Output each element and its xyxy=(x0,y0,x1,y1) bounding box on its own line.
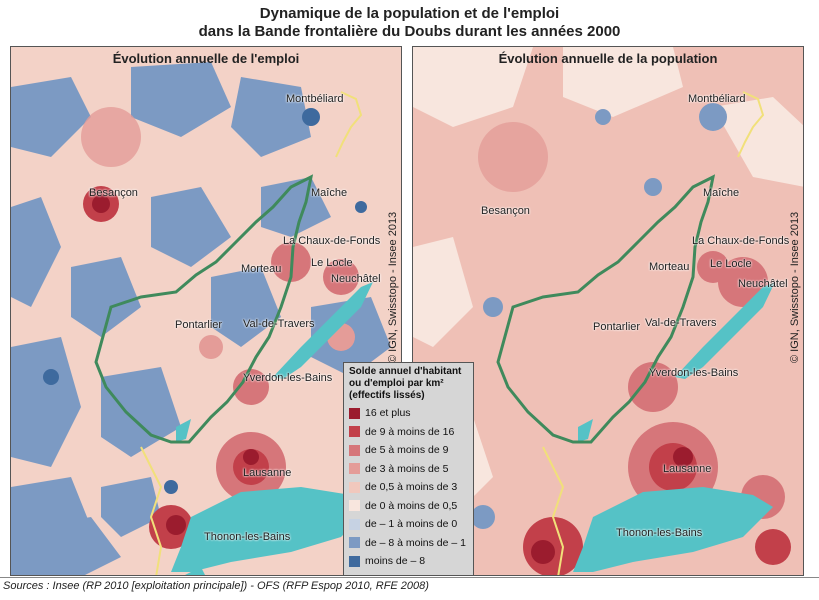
legend-item: de 5 à moins de 9 xyxy=(344,441,473,460)
legend-swatch xyxy=(349,444,360,456)
national-border-north xyxy=(335,91,363,158)
legend: Solde annuel d'habitant ou d'emploi par … xyxy=(343,362,474,576)
national-border-south xyxy=(140,446,163,575)
city-lausanne: Lausanne xyxy=(243,467,292,479)
legend-label: de 3 à moins de 5 xyxy=(365,462,449,475)
lakes xyxy=(171,282,373,575)
legend-label: de 9 à moins de 16 xyxy=(365,425,455,438)
city-thonon-les-bains: Thonon-les-Bains xyxy=(616,527,703,539)
figure-title-line2: dans la Bande frontalière du Doubs duran… xyxy=(198,23,621,40)
legend-swatch xyxy=(349,518,360,530)
map-credit: © IGN, Swisstopo - Insee 2013 xyxy=(789,211,801,363)
city-maiche: Maîche xyxy=(703,187,740,199)
legend-item: de 9 à moins de 16 xyxy=(344,423,473,442)
lakes xyxy=(573,282,775,572)
legend-swatch xyxy=(349,537,360,549)
city-la-chaux-de-fonds: La Chaux-de-Fonds xyxy=(283,235,381,247)
map-employment: Évolution annuelle de l'emploi Montbélia… xyxy=(10,46,402,576)
map-employment-canvas xyxy=(11,47,401,575)
legend-label: moins de – 8 xyxy=(365,555,426,568)
map-employment-title: Évolution annuelle de l'emploi xyxy=(112,51,300,66)
source-note: Sources : Insee (RP 2010 [exploitation p… xyxy=(3,580,429,592)
city-besancon: Besançon xyxy=(481,205,530,217)
map-credit: © IGN, Swisstopo - Insee 2013 xyxy=(387,211,399,363)
legend-label: de 0,5 à moins de 3 xyxy=(365,481,458,494)
legend-label: de – 1 à moins de 0 xyxy=(365,518,458,531)
legend-swatch xyxy=(349,555,360,567)
city-besancon: Besançon xyxy=(89,187,138,199)
city-le-locle: Le Locle xyxy=(311,257,353,269)
city-thonon-les-bains: Thonon-les-Bains xyxy=(204,531,291,543)
city-morteau: Morteau xyxy=(241,263,282,275)
map-population-title: Évolution annuelle de la population xyxy=(498,51,718,66)
city-yverdon-les-bains: Yverdon-les-Bains xyxy=(243,372,333,384)
figure-title-line1: Dynamique de la population et de l'emplo… xyxy=(259,5,560,22)
city-montbeliard: Montbéliard xyxy=(688,93,746,105)
city-val-de-travers: Val-de-Travers xyxy=(243,318,315,330)
legend-swatch xyxy=(349,407,360,419)
city-morteau: Morteau xyxy=(649,261,690,273)
strong-decline-areas xyxy=(43,108,367,494)
legend-label: de 5 à moins de 9 xyxy=(365,444,449,457)
city-val-de-travers: Val-de-Travers xyxy=(645,317,717,329)
legend-item: de 0 à moins de 0,5 xyxy=(344,497,473,516)
national-border-south xyxy=(542,446,565,575)
border-zone-outline xyxy=(94,174,314,444)
national-border-north xyxy=(737,91,765,158)
map-population-canvas xyxy=(413,47,803,575)
city-montbeliard: Montbéliard xyxy=(286,93,344,105)
legend-swatch xyxy=(349,426,360,438)
legend-item: de 3 à moins de 5 xyxy=(344,460,473,479)
city-maiche: Maîche xyxy=(311,187,348,199)
city-la-chaux-de-fonds: La Chaux-de-Fonds xyxy=(692,235,790,247)
legend-item: 16 et plus xyxy=(344,404,473,423)
legend-item: de 0,5 à moins de 3 xyxy=(344,478,473,497)
city-neuchatel: Neuchâtel xyxy=(331,273,381,285)
legend-swatch xyxy=(349,481,360,493)
map-population: Évolution annuelle de la population Mont… xyxy=(412,46,804,576)
legend-swatch xyxy=(349,463,360,475)
legend-item: de – 1 à moins de 0 xyxy=(344,515,473,534)
legend-label: de – 8 à moins de – 1 xyxy=(365,536,466,549)
city-yverdon-les-bains: Yverdon-les-Bains xyxy=(649,367,739,379)
city-lausanne: Lausanne xyxy=(663,463,712,475)
frame-divider xyxy=(0,577,819,578)
legend-title: Solde annuel d'habitant ou d'emploi par … xyxy=(349,366,462,401)
growth-areas xyxy=(81,107,359,549)
city-le-locle: Le Locle xyxy=(710,258,752,270)
city-neuchatel: Neuchâtel xyxy=(738,278,788,290)
legend-swatch xyxy=(349,500,360,512)
legend-label: de 0 à moins de 0,5 xyxy=(365,499,458,512)
legend-label: 16 et plus xyxy=(365,407,411,420)
legend-item: de – 8 à moins de – 1 xyxy=(344,534,473,553)
city-pontarlier: Pontarlier xyxy=(593,321,641,333)
border-zone-outline xyxy=(496,174,716,444)
legend-item: moins de – 8 xyxy=(344,552,473,571)
city-pontarlier: Pontarlier xyxy=(175,319,223,331)
